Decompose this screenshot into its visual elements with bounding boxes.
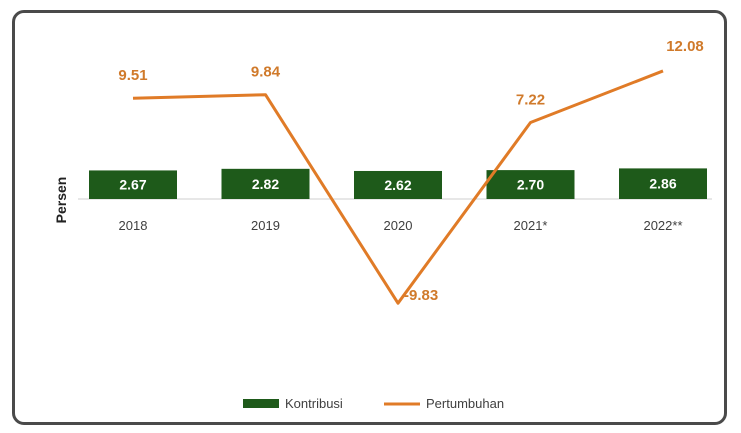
- bar-value-label-4: 2.86: [649, 176, 676, 192]
- line-value-label-4: 12.08: [666, 38, 704, 55]
- x-tick-label-1: 2019: [251, 218, 280, 233]
- legend-pertumbuhan-label: Pertumbuhan: [426, 396, 504, 411]
- bar-value-label-3: 2.70: [517, 177, 544, 193]
- line-value-label-0: 9.51: [118, 67, 147, 84]
- x-tick-label-2: 2020: [384, 218, 413, 233]
- x-tick-label-4: 2022**: [643, 218, 682, 233]
- bar-kontribusi-4: [619, 168, 707, 199]
- legend-kontribusi-swatch: [243, 399, 279, 408]
- bar-value-label-1: 2.82: [252, 176, 279, 192]
- x-tick-label-0: 2018: [119, 218, 148, 233]
- bar-kontribusi-3: [486, 170, 575, 199]
- chart-frame: [12, 10, 727, 425]
- bar-value-label-2: 2.62: [384, 177, 411, 193]
- bar-value-label-0: 2.67: [119, 177, 146, 193]
- line-value-label-2: -9.83: [404, 287, 438, 304]
- y-axis-label: Persen: [53, 177, 69, 224]
- bar-kontribusi-2: [354, 170, 442, 199]
- bar-kontribusi-0: [89, 170, 177, 199]
- pertumbuhan-line: [132, 69, 664, 305]
- line-value-label-1: 9.84: [251, 64, 281, 81]
- line-value-label-3: 7.22: [516, 91, 545, 108]
- legend-kontribusi-label: Kontribusi: [285, 396, 343, 411]
- x-tick-label-3: 2021*: [514, 218, 548, 233]
- bar-kontribusi-1: [221, 168, 310, 199]
- legend: Kontribusi Pertumbuhan: [243, 396, 504, 411]
